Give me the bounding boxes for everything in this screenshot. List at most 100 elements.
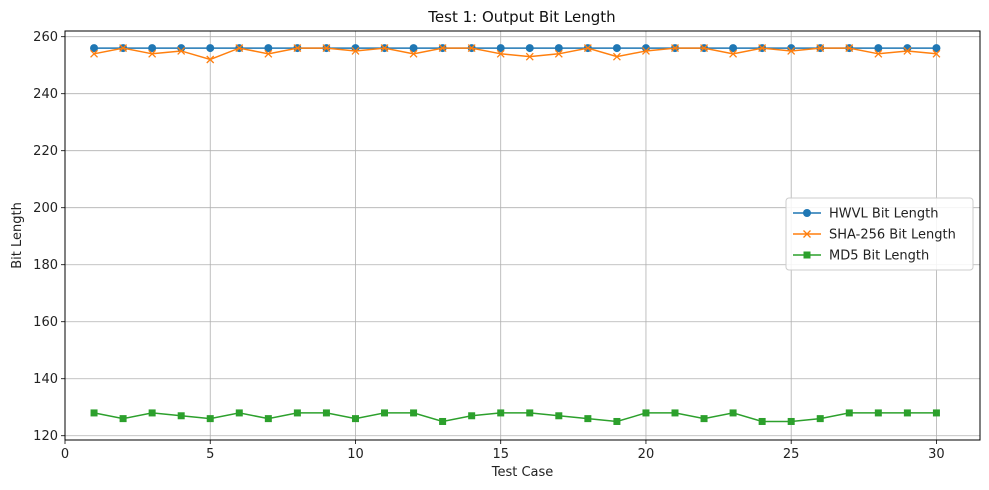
data-point: [293, 409, 301, 417]
data-point: [409, 44, 418, 53]
series-layer: [90, 44, 941, 425]
data-point: [264, 415, 272, 423]
legend-marker: [803, 251, 811, 259]
data-point: [700, 415, 708, 423]
x-tick-label: 5: [206, 447, 214, 462]
data-point: [555, 412, 563, 420]
data-point: [351, 46, 360, 55]
series-line: [93, 412, 937, 423]
data-point: [700, 44, 709, 53]
x-tick-label: 0: [61, 447, 69, 462]
x-tick-label: 20: [638, 447, 655, 462]
data-point: [381, 409, 389, 417]
series-2: [90, 409, 940, 425]
data-point: [439, 417, 447, 425]
data-point: [845, 409, 853, 417]
data-point: [903, 46, 912, 55]
data-point: [467, 44, 476, 53]
data-point: [671, 44, 679, 53]
data-point: [351, 415, 359, 423]
data-point: [874, 409, 882, 417]
data-point: [264, 44, 273, 53]
legend-marker: [803, 230, 811, 238]
data-point: [729, 44, 738, 53]
data-point: [206, 55, 215, 64]
series-1: [90, 44, 941, 64]
data-point: [525, 44, 534, 53]
data-point: [235, 409, 243, 417]
data-point: [468, 412, 476, 420]
data-point: [322, 44, 331, 53]
data-point: [526, 409, 534, 417]
x-tick-label: 15: [492, 447, 509, 462]
data-point: [932, 44, 941, 53]
data-point: [612, 52, 621, 61]
data-point: [119, 415, 127, 423]
data-point: [293, 44, 302, 53]
data-point: [554, 44, 563, 53]
data-point: [729, 409, 737, 417]
data-point: [322, 409, 330, 417]
data-point: [554, 49, 563, 58]
data-point: [90, 44, 99, 53]
data-point: [816, 44, 825, 53]
series-line: [93, 47, 937, 61]
data-point: [758, 44, 767, 53]
data-point: [816, 415, 824, 423]
y-tick-label: 160: [33, 315, 58, 330]
data-point: [264, 49, 273, 58]
legend-label: MD5 Bit Length: [829, 249, 929, 264]
legend-box: [785, 197, 974, 271]
data-point: [410, 409, 418, 417]
data-point: [497, 409, 505, 417]
y-tick-label: 240: [33, 87, 58, 102]
legend-marker: [803, 209, 811, 217]
data-point: [90, 49, 99, 58]
x-tick-label: 25: [783, 447, 800, 462]
data-point: [584, 415, 592, 423]
data-point: [787, 417, 795, 425]
data-point: [525, 52, 534, 61]
data-point: [235, 44, 244, 53]
data-point: [641, 46, 650, 55]
data-point: [903, 409, 911, 417]
data-point: [874, 49, 883, 58]
data-point: [671, 409, 679, 417]
data-point: [177, 412, 185, 420]
data-point: [932, 409, 940, 417]
data-point: [845, 44, 854, 53]
data-point: [496, 44, 505, 53]
data-point: [380, 44, 389, 53]
data-point: [148, 49, 157, 58]
data-point: [612, 44, 621, 53]
data-point: [119, 44, 128, 53]
y-tick-label: 260: [33, 30, 58, 45]
y-axis-label: Bit Length: [10, 202, 25, 269]
y-tick-label: 180: [33, 258, 58, 273]
x-tick-label: 10: [347, 447, 364, 462]
plot-frame: [64, 30, 981, 441]
data-point: [177, 46, 186, 55]
y-tick-label: 200: [33, 201, 58, 216]
data-point: [409, 49, 418, 58]
data-point: [787, 46, 796, 55]
data-point: [206, 44, 215, 53]
data-point: [642, 409, 650, 417]
data-point: [90, 409, 98, 417]
legend-label: SHA-256 Bit Length: [829, 228, 956, 243]
data-point: [438, 44, 447, 53]
legend-item: HWVL Bit Length: [793, 207, 939, 222]
ticks: 0 5 10 15 20 25 30 120 140 160 180 200 220 240 260: [33, 30, 945, 462]
legend-item: SHA-256 Bit Length: [793, 228, 956, 243]
y-tick-label: 220: [33, 144, 58, 159]
data-point: [729, 49, 738, 58]
data-point: [177, 44, 186, 53]
x-axis-label: Test Case: [491, 465, 554, 480]
legend-label: HWVL Bit Length: [829, 207, 939, 222]
data-point: [148, 409, 156, 417]
legend: HWVL Bit Length SHA-256 Bit Length MD5 Bit…: [785, 197, 974, 271]
y-tick-label: 120: [33, 429, 58, 444]
data-point: [874, 44, 883, 53]
data-point: [903, 44, 912, 53]
